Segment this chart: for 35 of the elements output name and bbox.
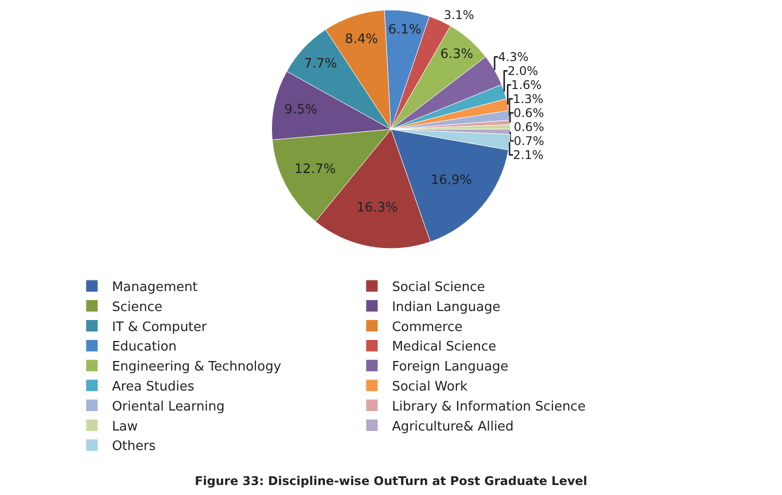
data-label: 0.6% bbox=[514, 106, 544, 120]
legend-label: Others bbox=[112, 439, 156, 454]
legend-label: Law bbox=[112, 419, 138, 434]
data-label: 1.6% bbox=[511, 78, 542, 92]
legend-label: Indian Language bbox=[392, 300, 500, 315]
legend-label: Science bbox=[112, 300, 162, 315]
data-label: 2.1% bbox=[513, 148, 544, 162]
data-label: 12.7% bbox=[294, 162, 336, 177]
legend-label: Management bbox=[112, 280, 198, 296]
data-label: 9.5% bbox=[284, 102, 318, 118]
data-label: 1.3% bbox=[512, 92, 544, 106]
data-label: 16.3% bbox=[356, 200, 398, 216]
data-label: 16.9% bbox=[430, 173, 472, 188]
data-label: 0.6% bbox=[514, 120, 544, 134]
data-label: 6.1% bbox=[388, 22, 422, 38]
data-label: 7.7% bbox=[304, 56, 337, 72]
data-label: 6.3% bbox=[440, 46, 474, 62]
legend-label: Medical Science bbox=[392, 340, 496, 355]
legend-label: Foreign Language bbox=[392, 360, 508, 375]
legend-label: Social Science bbox=[392, 280, 486, 296]
legend-label: Social Work bbox=[392, 380, 468, 395]
data-label: 3.1% bbox=[444, 8, 474, 22]
legend-label: Education bbox=[112, 340, 177, 355]
legend-label: IT & Computer bbox=[112, 320, 208, 335]
data-label: 8.4% bbox=[344, 32, 378, 47]
legend-label: Area Studies bbox=[112, 380, 194, 395]
legend-label: Commerce bbox=[392, 320, 463, 335]
legend-label: Oriental Learning bbox=[112, 399, 225, 414]
legend-label: Engineering & Technology bbox=[112, 360, 282, 375]
data-label: 0.7% bbox=[514, 134, 544, 148]
data-label: 4.3% bbox=[498, 50, 529, 64]
data-label: 2.0% bbox=[508, 64, 538, 78]
legend-label: Library & Information Science bbox=[392, 399, 586, 414]
legend-label: Agriculture& Allied bbox=[392, 419, 514, 434]
text: Figure 33: Discipline-wise OutTurn at Post Graduate Level bbox=[194, 474, 588, 488]
